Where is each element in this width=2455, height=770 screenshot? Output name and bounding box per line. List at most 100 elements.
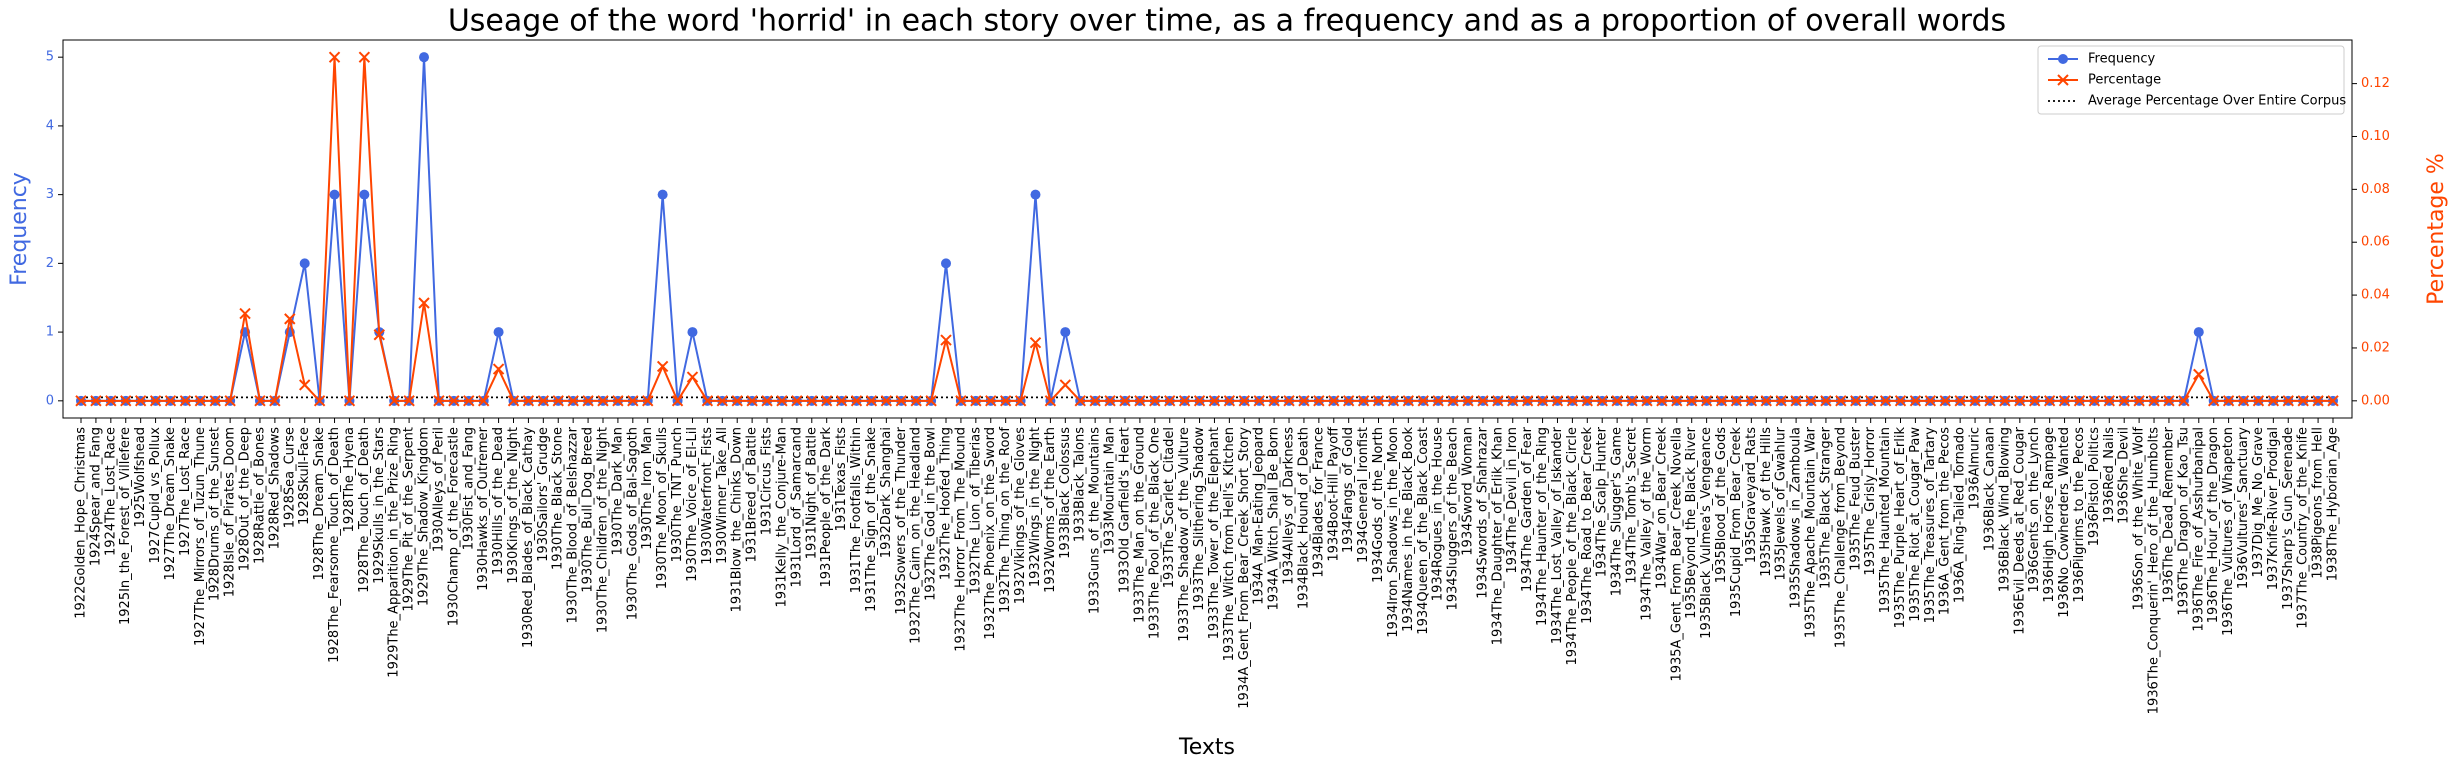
data-point (687, 327, 698, 338)
data-point (343, 395, 356, 407)
x-tick-label: 1931Texas_Fists (834, 427, 849, 532)
x-tick-label: 1927The_Dream_Snake (163, 427, 178, 580)
x-tick-label: 1934Names_in_the_Black_Book (1401, 427, 1416, 632)
data-point (2297, 395, 2309, 407)
data-point (2088, 395, 2101, 407)
x-tick-label: 1934The_Daughter_of_Erlik_Khan (1490, 427, 1505, 645)
x-tick-label: 1937Dig_Me_No_Grave (2251, 427, 2266, 577)
x-tick-label: 1931People_of_the_Dark (819, 427, 834, 588)
data-point (1507, 395, 1519, 407)
data-point (1044, 395, 1057, 407)
x-tick-label: 1933Mountain_Man (1103, 427, 1118, 555)
data-point (657, 189, 668, 200)
x-tick-label: 1932The_Phoenix_on_the_Sword (983, 427, 998, 640)
x-tick-label: 1934The_Haunter_of_the_Ring (1535, 427, 1550, 626)
x-tick-label: 1934The_Valley_of_the_Worm (1639, 427, 1654, 621)
data-point (1864, 395, 1877, 407)
plot-frame (62, 39, 2353, 419)
data-point (75, 395, 87, 407)
data-point (522, 395, 535, 407)
data-point (1879, 395, 1892, 407)
data-point (269, 395, 281, 407)
data-point (419, 52, 430, 63)
data-point (2163, 395, 2175, 407)
data-point (1984, 395, 1996, 407)
data-point (1536, 395, 1549, 407)
data-point (985, 395, 997, 407)
x-tick-label: 1932Wings_in_the_Night (1028, 427, 1043, 587)
data-point (1805, 395, 1817, 407)
x-tick-label: 1936The_Dead_Remember (2161, 426, 2176, 603)
x-tick-label: 1930Champ_of_the_Forecastle (446, 427, 461, 626)
x-tick-label: 1934Fangs_of_Gold (1341, 427, 1356, 553)
x-tick-label: 1935The_Challenge_from_Beyond (1833, 427, 1848, 648)
x-tick-label: 1930The_Moon_of_Skulls (655, 427, 670, 589)
data-point (1775, 395, 1787, 407)
x-tick-label: 1936Black_Wind_Blowing (1997, 427, 2012, 592)
x-tick-label: 1933The_Man_on_the_Ground (1132, 427, 1147, 623)
x-tick-label: 1934A_Gent_From_Bear_Creek_Short_Story (1237, 427, 1252, 709)
data-point (1850, 395, 1862, 407)
x-tick-label: 1929The_Shadow_Kingdom (417, 427, 432, 606)
data-point (1253, 395, 1265, 407)
x-tick-label: 1936The_Conquerin'_Hero_of_the_Humbolts (2147, 427, 2162, 715)
x-tick-label: 1933Guns_of_the_Mountains (1088, 427, 1103, 614)
x-tick-label: 1936Son_of_the_White_Wolf (2132, 427, 2147, 611)
data-point (105, 395, 117, 407)
x-tick-label: 1936Gents_on_the_Lynch (2027, 427, 2042, 593)
data-point (328, 51, 341, 63)
x-tick-label: 1934The_Garden_of_Fear (1520, 426, 1535, 592)
data-point (1730, 395, 1743, 407)
data-point (2237, 395, 2250, 407)
data-point (2058, 395, 2071, 407)
x-tick-label: 1933The_Tower_of_the_Elephant (1207, 427, 1222, 639)
data-point (1760, 395, 1772, 407)
data-point (1551, 395, 1564, 407)
data-point (835, 395, 848, 407)
x-tick-label: 1928Isle_of_Pirates_Doom (223, 427, 238, 597)
x-tick-label: 1929The_Apparition_in_the_Prize_Ring (387, 427, 402, 678)
x-tick-label: 1930Kings_of_the_Night (506, 427, 521, 584)
x-tick-label: 1928Rattle_of_Bones (252, 427, 267, 564)
x-tick-label: 1932Worms_of_the_Earth (1043, 427, 1058, 593)
x-tick-label: 1933The_Pool_of_the_Black_One (1147, 427, 1162, 639)
data-point (895, 395, 907, 407)
x-tick-label: 1935Shadows_in_Zamboula (1789, 427, 1804, 609)
x-tick-label: 1930Fist_and_Fang (461, 427, 476, 550)
x-tick-label: 1930The_Voice_of_El-Lil (685, 427, 700, 582)
data-point (477, 395, 490, 407)
x-tick-label: 1934A_Witch_Shall_Be_Born (1267, 427, 1282, 610)
x-tick-label: 1935Beyond_the_Black_River (1684, 426, 1699, 618)
x-tick-label: 1935The_Black_Stranger (1818, 426, 1833, 589)
x-tick-label: 1930Hawks_of_Outremer (476, 426, 491, 591)
x-tick-label: 1922Golden_Hope_Christmas (74, 427, 89, 619)
data-point (1596, 395, 1608, 407)
y2-tick-label: 0.08 (2361, 182, 2390, 197)
data-point (1060, 327, 1071, 338)
data-point (1193, 395, 1206, 407)
x-tick-label: 1934A_Man-Eating_Jeopard (1252, 427, 1267, 605)
x-tick-label: 1930The_Children_of_the_Night (595, 427, 610, 633)
data-point (209, 395, 221, 407)
data-point (164, 395, 177, 407)
data-point (1298, 395, 1310, 407)
data-point (820, 395, 833, 407)
x-tick-label: 1934Queen_of_the_Black_Coast (1416, 427, 1431, 635)
x-tick-label: 1924Spear_and_Fang (88, 427, 103, 566)
data-point (656, 360, 669, 373)
data-point (537, 395, 550, 407)
data-point (671, 395, 684, 407)
data-point (1909, 395, 1922, 407)
data-point (359, 189, 370, 200)
y-tick-label: 4 (46, 118, 54, 133)
data-point (1671, 395, 1683, 407)
data-point (552, 395, 564, 407)
y-tick-label: 5 (46, 50, 54, 65)
y2-tick-label: 0.06 (2361, 235, 2390, 250)
data-point (1521, 395, 1534, 407)
x-tick-label: 1931The_Sign_of_the_Snake (864, 427, 879, 612)
x-tick-label: 1934Iron_Shadows_in_the_Moon (1386, 427, 1401, 638)
data-point (1313, 395, 1325, 407)
x-tick-label: 1935Cupid_From_Bear_Creek (1729, 427, 1744, 618)
